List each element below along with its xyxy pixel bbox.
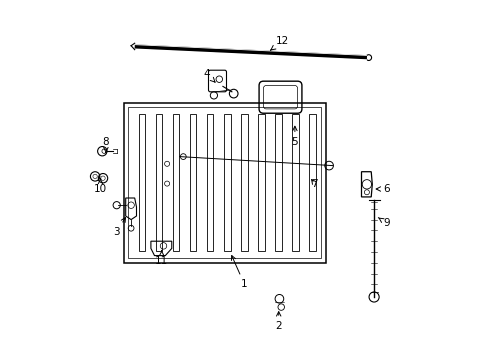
- Text: 2: 2: [275, 312, 282, 331]
- Text: 10: 10: [94, 179, 107, 194]
- Circle shape: [365, 55, 371, 60]
- Text: 4: 4: [203, 69, 215, 82]
- Text: 3: 3: [113, 217, 125, 237]
- Text: 11: 11: [155, 251, 168, 266]
- Text: 1: 1: [231, 256, 247, 289]
- Text: 5: 5: [291, 126, 298, 147]
- Text: 12: 12: [270, 36, 288, 50]
- Text: 7: 7: [311, 179, 317, 189]
- Text: 6: 6: [375, 184, 389, 194]
- Text: 8: 8: [102, 137, 109, 153]
- Text: 9: 9: [378, 217, 389, 228]
